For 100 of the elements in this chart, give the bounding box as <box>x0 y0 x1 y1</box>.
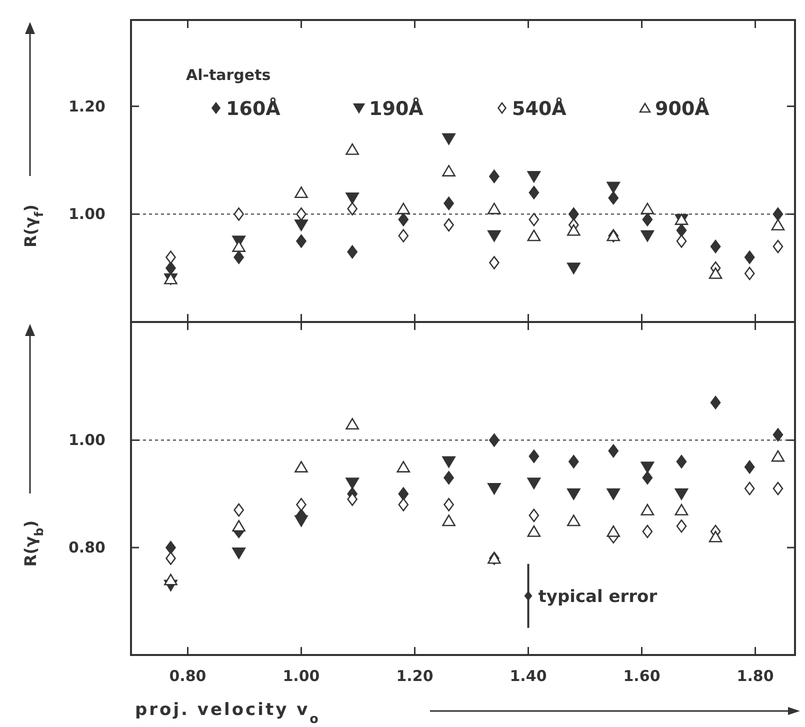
point <box>489 434 500 447</box>
point <box>488 483 501 495</box>
legend-title: Al-targets <box>186 66 271 84</box>
point <box>346 143 359 155</box>
point <box>772 207 784 221</box>
point <box>232 240 246 252</box>
point <box>294 460 308 472</box>
point <box>674 488 688 500</box>
point <box>347 202 358 216</box>
point <box>567 262 580 274</box>
x-tick-label: 1.00 <box>282 667 320 685</box>
point <box>567 224 580 236</box>
point <box>346 478 359 490</box>
legend-label: 540Å <box>512 97 567 120</box>
point <box>642 524 653 538</box>
point <box>676 224 687 237</box>
point <box>234 250 244 264</box>
legend-label: 160Å <box>226 97 281 120</box>
point <box>398 487 409 501</box>
point <box>232 520 246 532</box>
legend-label: 190Å <box>369 97 424 120</box>
point <box>676 454 687 468</box>
point <box>444 196 454 210</box>
point <box>396 460 410 472</box>
point <box>232 548 246 559</box>
point <box>347 245 358 259</box>
y-tick-label: 1.00 <box>68 205 106 224</box>
point <box>568 454 579 468</box>
point <box>708 267 722 279</box>
y-tick-label: 1.20 <box>68 97 106 116</box>
x-tick-label: 1.80 <box>736 667 774 685</box>
point <box>489 256 500 270</box>
point <box>527 170 541 182</box>
point <box>234 503 244 517</box>
point <box>567 514 580 526</box>
point <box>294 219 308 231</box>
point <box>527 478 541 490</box>
point <box>710 240 721 254</box>
point <box>347 492 358 506</box>
point <box>640 504 654 516</box>
point <box>640 462 654 474</box>
point <box>166 250 176 264</box>
point <box>444 218 454 232</box>
point <box>528 450 540 463</box>
point <box>442 456 456 468</box>
point <box>442 133 456 145</box>
point <box>710 396 721 410</box>
x-axis-title: proj. velocity v$_{o}$ <box>135 700 320 726</box>
point <box>608 444 619 458</box>
point <box>771 218 785 230</box>
point <box>398 498 409 512</box>
point <box>488 202 501 214</box>
point <box>771 450 785 462</box>
point <box>528 508 540 522</box>
point <box>488 230 501 242</box>
x-tick-label: 1.20 <box>396 667 434 685</box>
point <box>676 234 687 248</box>
point <box>708 530 722 542</box>
point <box>527 230 541 242</box>
point <box>674 504 688 516</box>
point <box>296 498 306 512</box>
point <box>528 212 540 226</box>
point <box>772 482 784 496</box>
point <box>642 471 653 484</box>
point <box>744 250 755 264</box>
point <box>296 234 306 248</box>
point <box>606 182 620 194</box>
point <box>294 515 308 527</box>
point <box>642 212 653 226</box>
point <box>567 488 580 500</box>
point <box>166 540 176 554</box>
point <box>568 207 579 221</box>
point <box>606 525 620 537</box>
x-tick-label: 1.60 <box>623 667 660 685</box>
point <box>442 514 456 526</box>
point <box>527 525 541 537</box>
point <box>744 482 755 496</box>
point <box>398 229 409 242</box>
point <box>528 186 540 200</box>
point <box>489 170 500 184</box>
y-tick-label: 1.00 <box>68 431 106 450</box>
point <box>444 471 454 484</box>
point <box>606 488 620 500</box>
point <box>166 261 176 275</box>
point <box>346 418 359 430</box>
x-tick-label: 1.40 <box>510 667 547 685</box>
point <box>744 266 755 280</box>
point <box>234 207 244 221</box>
point <box>772 240 784 254</box>
point <box>294 186 308 198</box>
y-tick-label: 0.80 <box>68 538 106 557</box>
point <box>346 192 359 204</box>
annotation: typical error <box>538 586 658 607</box>
point <box>166 552 176 565</box>
point <box>772 428 784 442</box>
legend-label: 900Å <box>655 97 710 120</box>
point <box>442 164 456 176</box>
point <box>676 519 687 533</box>
point <box>608 191 619 205</box>
point <box>444 498 454 512</box>
